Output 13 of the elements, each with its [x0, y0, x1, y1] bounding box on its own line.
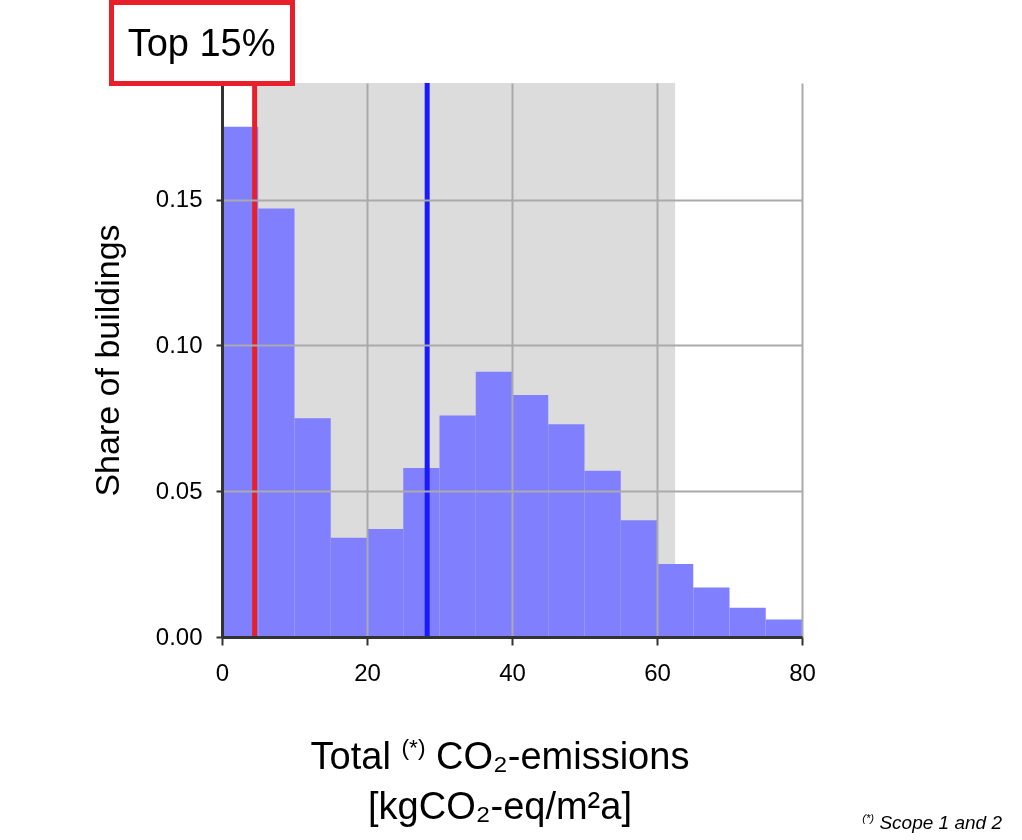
x-tick-label: 40 — [499, 658, 526, 686]
x-tick-label: 60 — [644, 658, 671, 686]
y-tick-label: 0.10 — [155, 330, 203, 358]
x-tick-label: 0 — [215, 658, 230, 686]
y-tick-label: 0.05 — [155, 476, 203, 504]
y-tick-label: 0.00 — [155, 622, 203, 650]
x-tick-label: 20 — [354, 658, 381, 686]
x-tick-label: 80 — [789, 658, 816, 686]
x-axis-title: Total $^{(*)}$ CO₂-emissions [kgCO₂-eq/m²a] — [309, 733, 691, 829]
y-tick-label: 0.15 — [155, 185, 203, 213]
y-axis-title: Share of buildings — [87, 224, 126, 497]
text: $^{(*)}$ Scope 1 and 2 — [862, 812, 1002, 835]
ref-line-label: Top 15% — [108, 0, 295, 86]
